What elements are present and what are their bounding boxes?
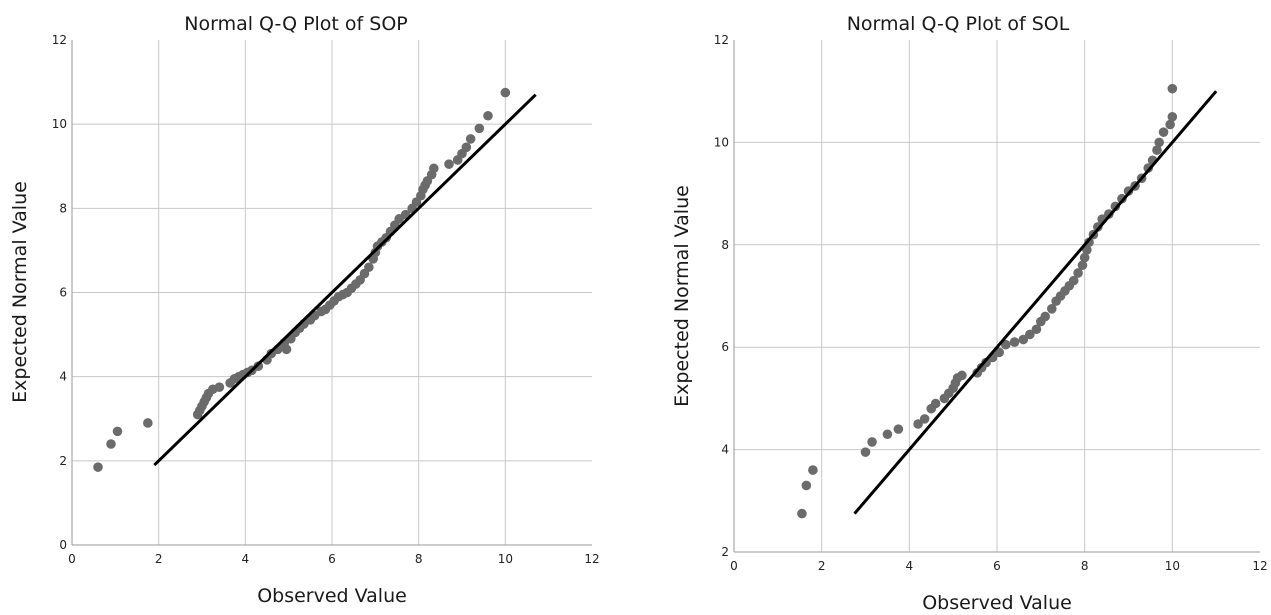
data-point xyxy=(801,480,812,491)
data-point xyxy=(882,429,893,440)
data-point xyxy=(1165,119,1175,130)
y-tick-label: 4 xyxy=(721,443,729,457)
x-tick-label: 10 xyxy=(1165,559,1180,573)
x-tick-label: 4 xyxy=(242,552,250,566)
data-point xyxy=(214,382,225,392)
y-tick-label: 6 xyxy=(721,340,729,354)
x-tick-label: 6 xyxy=(328,552,336,566)
y-tick-label: 2 xyxy=(59,454,67,468)
data-point xyxy=(106,439,116,449)
y-tick-label: 4 xyxy=(59,370,67,384)
x-axis-label: Observed Value xyxy=(257,585,407,607)
data-point xyxy=(143,418,153,428)
data-point xyxy=(1152,145,1162,155)
data-point xyxy=(444,159,454,169)
data-point xyxy=(465,134,476,144)
data-point xyxy=(500,87,511,98)
data-point xyxy=(994,347,1004,358)
data-point xyxy=(867,437,877,447)
x-tick-label: 10 xyxy=(498,552,513,566)
chart-title: Normal Q-Q Plot of SOL xyxy=(847,13,1070,35)
data-point xyxy=(1082,245,1092,255)
data-point xyxy=(1077,260,1088,271)
x-tick-label: 8 xyxy=(415,552,423,566)
y-tick-label: 8 xyxy=(721,238,729,252)
x-tick-label: 12 xyxy=(584,552,599,566)
y-axis-label: Expected Normal Value xyxy=(671,185,693,407)
reference-line xyxy=(153,93,537,467)
data-point xyxy=(1000,339,1011,350)
x-tick-label: 0 xyxy=(730,559,738,573)
data-point xyxy=(919,414,930,424)
data-point xyxy=(1158,127,1169,137)
data-point xyxy=(1073,268,1083,278)
x-tick-label: 0 xyxy=(68,552,76,566)
data-point xyxy=(1154,137,1164,148)
data-point xyxy=(483,110,493,121)
data-point xyxy=(1068,275,1079,286)
x-axis-label: Observed Value xyxy=(922,592,1072,614)
data-point xyxy=(1025,329,1035,340)
x-tick-label: 2 xyxy=(155,552,163,566)
x-tick-label: 6 xyxy=(993,559,1001,573)
data-point xyxy=(1031,324,1042,335)
data-point xyxy=(860,447,871,457)
chart-panel-0: 0 2 4 6 8 10 12 0 2 4 6 8 10 12 Normal Q-Q Plot of SOP… xyxy=(9,13,600,607)
y-tick-label: 2 xyxy=(721,545,729,559)
data-point xyxy=(474,123,485,134)
data-point xyxy=(797,508,807,519)
chart-title: Normal Q-Q Plot of SOP xyxy=(184,13,408,35)
data-point xyxy=(429,163,439,174)
data-point xyxy=(461,142,472,153)
data-point xyxy=(1167,83,1178,94)
data-point xyxy=(93,462,103,472)
y-tick-label: 12 xyxy=(714,33,729,47)
y-tick-label: 6 xyxy=(59,286,67,300)
data-point xyxy=(364,262,374,273)
data-point xyxy=(1046,304,1057,314)
x-tick-label: 2 xyxy=(818,559,826,573)
y-axis-label: Expected Normal Value xyxy=(9,181,31,403)
data-point xyxy=(930,398,941,409)
x-tick-label: 4 xyxy=(906,559,914,573)
y-tick-label: 12 xyxy=(52,33,67,47)
data-point xyxy=(1040,311,1051,322)
data-point xyxy=(112,426,123,437)
reference-line xyxy=(853,90,1218,515)
data-point xyxy=(1079,252,1090,263)
y-tick-label: 10 xyxy=(52,117,67,131)
data-point xyxy=(1018,334,1029,345)
data-point xyxy=(1009,337,1020,347)
data-point xyxy=(281,344,292,355)
data-point xyxy=(957,370,967,381)
x-tick-label: 12 xyxy=(1252,559,1267,573)
data-point xyxy=(913,419,923,429)
y-tick-label: 0 xyxy=(59,538,67,552)
y-tick-label: 8 xyxy=(59,201,67,215)
y-tick-label: 10 xyxy=(714,135,729,149)
data-point xyxy=(1167,112,1178,122)
x-tick-label: 8 xyxy=(1081,559,1089,573)
data-point xyxy=(808,465,818,475)
data-point xyxy=(893,424,904,434)
